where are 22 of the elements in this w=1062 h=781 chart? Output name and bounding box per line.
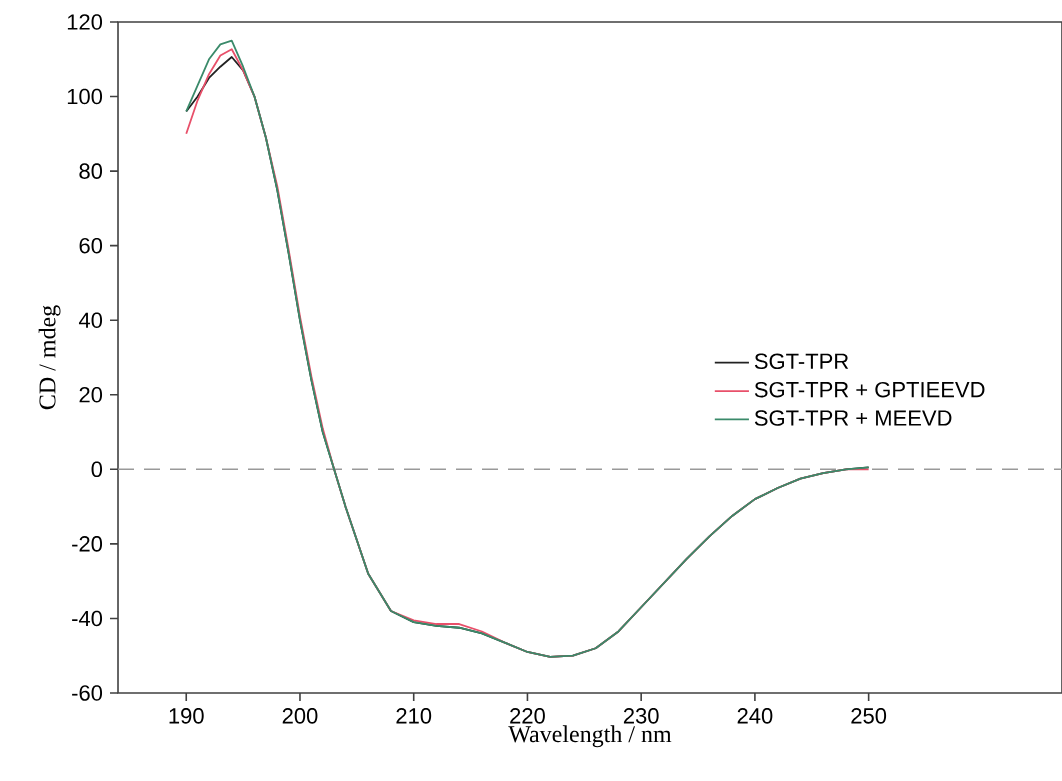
legend-label: SGT-TPR + MEEVD xyxy=(754,410,952,426)
x-tick-label: 220 xyxy=(510,708,545,724)
y-tick-label: 60 xyxy=(79,237,103,254)
y-axis-title: CD / mdeg xyxy=(38,305,61,410)
x-tick-label: 240 xyxy=(737,708,773,724)
y-tick-label: 120 xyxy=(67,14,103,30)
x-tick-label: 250 xyxy=(851,708,887,724)
y-tick-label: 0 xyxy=(91,461,103,478)
y-tick-label: 80 xyxy=(79,163,103,179)
x-axis-title: Wavelength / nm xyxy=(508,725,672,748)
y-tick-label: -40 xyxy=(72,610,103,627)
x-tick-label: 210 xyxy=(396,708,432,724)
y-tick-label: 40 xyxy=(78,312,103,328)
x-tick-label: 200 xyxy=(282,708,318,724)
y-tick-label: -60 xyxy=(72,685,103,701)
y-tick-label: 100 xyxy=(67,88,103,105)
y-tick-label: -20 xyxy=(72,536,103,552)
legend-label: SGT-TPR + GPTIEEVD xyxy=(754,381,985,398)
y-tick-label: 20 xyxy=(79,387,103,403)
x-tick-label: 230 xyxy=(623,708,659,724)
x-tick-label: 190 xyxy=(169,708,204,724)
legend-label: SGT-TPR xyxy=(754,353,849,370)
